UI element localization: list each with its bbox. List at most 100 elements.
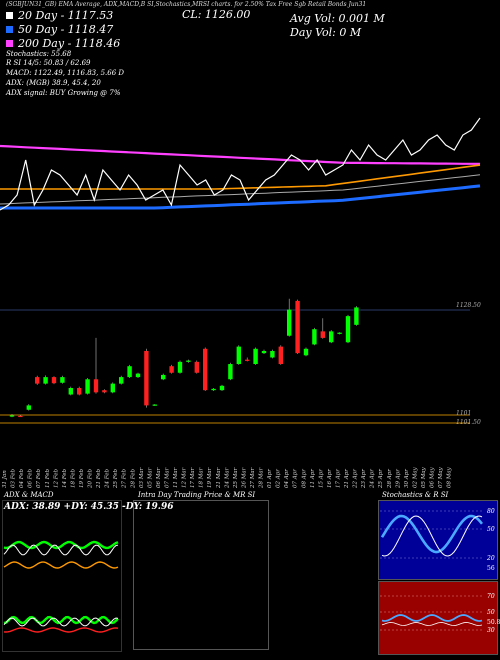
x-axis-date-label: 07 Feb [36,468,42,488]
candle-body [152,404,157,406]
ma50-label: 50 Day - 1118.47 [18,23,114,36]
adx-label: ADX: (MGB) 38.9, 45.4, 20 [6,79,101,87]
candle-body [303,348,309,356]
candle-body [329,331,334,343]
x-axis-date-label: 04 Apr [284,469,290,488]
x-axis-date-label: 24 Feb [105,468,111,489]
candle-body [135,373,141,378]
x-axis-date-label: 06 Feb [28,468,34,488]
ma20-swatch [6,12,13,19]
stochastics-label: Stochastics: 55.68 [6,50,72,58]
candle-body [253,348,258,365]
x-axis-date-label: 08 Apr [301,469,307,488]
adx-panel-title: ADX & MACD [4,491,54,499]
adx-panel [2,500,122,652]
candle-body [68,387,73,395]
candle-body [211,388,216,391]
candle-body [261,350,267,354]
stoch-d-line [381,515,483,557]
candle-body [194,361,199,373]
candle-body [110,383,115,393]
x-axis-date-label: 20 Feb [88,468,94,489]
candle-body [161,374,166,380]
x-axis-date-label: 18 Mar [199,467,205,488]
candle-body [354,307,359,325]
x-axis-date-label: 06 Mar [156,467,162,488]
x-axis-date-label: 25 Apr [378,469,384,489]
candle-body [169,366,174,373]
macd-hist-line [3,627,119,633]
ma200-label: 200 Day - 1118.46 [18,37,121,50]
x-axis-date-label: 25 Mar [233,467,239,489]
x-axis-date-label: 11 Feb [45,468,51,488]
stoch-panel-title: Stochastics & R SI [382,491,449,499]
x-axis-date-label: 02 Apr [276,469,282,488]
x-axis-date-label: 08 May [447,466,453,488]
ema20-line [0,117,481,211]
candle-body [228,364,233,380]
rsi-tick-label: 50 [487,609,495,616]
ema50-line [0,184,481,210]
x-axis-date-label: 21 Mar [216,467,222,489]
x-axis-date-label: 16 Apr [327,469,333,488]
candle-body [9,415,15,417]
x-axis-date-label: 18 Feb [70,468,76,488]
x-axis-date-label: 17 Apr [335,469,341,488]
candle-body [43,377,48,384]
x-axis-date-label: 19 Feb [79,468,85,488]
x-axis-date-label: 12 Mar [182,467,188,488]
rsi-panel [378,581,498,655]
candle-body [219,385,225,391]
rsi-line [381,614,483,622]
x-axis-date-label: 28 Mar [259,467,265,489]
x-axis-date-label: 07 Mar [164,467,170,488]
ema-grey-line [0,174,481,205]
adx-line [3,544,119,556]
candle-body [278,346,283,365]
x-axis-date-label: 25 Feb [113,468,119,489]
x-axis-date-label: 21 Feb [96,468,102,489]
x-axis-date-label: 24 Apr [370,469,376,489]
x-axis-date-label: 22 Apr [353,469,359,489]
ma50-swatch [6,26,13,33]
stoch-tick-label: 80 [487,508,495,515]
macd-label: MACD: 1122.49, 1116.83, 5.66 D [6,69,124,77]
candle-body [60,377,65,383]
candle-body [77,387,82,395]
x-axis-date-label: 14 Feb [62,468,68,488]
ma200-swatch [6,40,13,47]
rsi-signal-line [381,622,483,626]
avg-vol-label: Avg Vol: 0.001 M [290,12,385,25]
mrsi-panel-title: Intra Day Trading Price & MR SI [138,491,256,499]
x-axis-date-label: 29 Apr [395,469,401,489]
x-axis-date-label: 28 Apr [387,469,393,489]
candle-body [18,415,23,418]
x-axis-date-label: 01 Apr [267,469,273,488]
adx-values-label: ADX: 38.89 +DY: 45.35 -DY: 19.96 [4,502,174,512]
x-axis-date-label: 24 Mar [224,467,230,489]
x-axis-date-label: 03 Feb [11,468,17,488]
x-axis-date-label: 05 May [421,466,427,488]
candle-body [320,331,325,338]
candle-body [51,377,57,384]
rsi-tick-label: 30 [487,627,495,634]
x-axis-date-label: 28 Feb [130,468,136,489]
rsi-label: R SI 14/5: 50.83 / 62.69 [6,59,91,67]
ema200-line [0,144,481,165]
candle-body [127,366,132,378]
x-axis-date-label: 07 Apr [293,469,299,488]
x-axis-date-label: 06 May [430,466,436,488]
ma20-label: 20 Day - 1117.53 [18,9,114,22]
candle-body [345,316,351,343]
x-axis-date-label: 31 Jan [2,470,8,488]
lower-level-label-1: 1101 [456,410,472,417]
x-axis-date-label: 07 May [438,466,444,488]
candle-body [119,377,124,384]
candle-body [186,360,191,362]
candle-body [236,346,241,365]
rsi-tick-label: 70 [487,593,495,600]
stoch-tick-label: 20 [486,555,495,562]
x-axis-date-label: 04 Feb [19,468,25,488]
